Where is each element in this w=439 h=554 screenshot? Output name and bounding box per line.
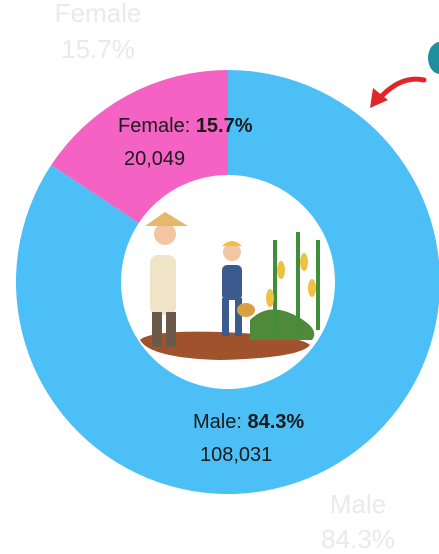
count-label: 20,049 — [124, 148, 185, 170]
decoration — [428, 42, 439, 74]
value-label: 84.3% — [247, 411, 304, 433]
illustration — [140, 212, 318, 360]
faded-label: Female — [55, 0, 142, 28]
faded-value: 84.3% — [321, 524, 395, 554]
category-label: Female: — [118, 115, 190, 137]
chart: Female 15.7% Male 84.3% Female: 15.7% 20… — [0, 0, 439, 554]
page: {"chart_data": {"type": "donut", "catego… — [0, 0, 439, 554]
category-label: Male: — [193, 411, 242, 433]
faded-label: Male — [330, 489, 386, 519]
faded-value: 15.7% — [61, 34, 135, 64]
count-label: 108,031 — [200, 444, 272, 466]
value-label: 15.7% — [196, 115, 253, 137]
slice-label: Female: 15.7% — [118, 115, 253, 137]
arrow — [378, 79, 424, 100]
slice-label: Male: 84.3% — [193, 411, 304, 433]
